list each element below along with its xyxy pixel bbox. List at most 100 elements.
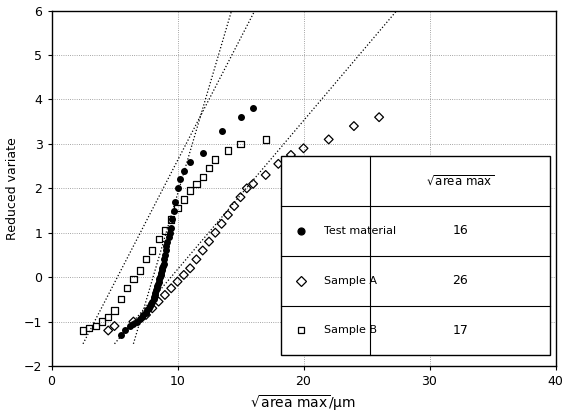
Point [198, 174, 207, 181]
Point [160, 227, 170, 234]
Point [249, 105, 258, 111]
Point [164, 234, 173, 241]
Text: $\sqrt{\mathrm{area\ max}}$: $\sqrt{\mathrm{area\ max}}$ [426, 174, 494, 188]
X-axis label: $\sqrt{\mathrm{area\ max}}$/μm: $\sqrt{\mathrm{area\ max}}$/μm [250, 393, 357, 414]
Point [116, 296, 125, 303]
Point [242, 185, 251, 191]
Point [159, 263, 168, 269]
Point [185, 158, 195, 165]
Point [179, 196, 188, 203]
Point [148, 298, 157, 305]
Point [163, 238, 172, 245]
Point [104, 314, 113, 321]
Point [217, 127, 226, 134]
Point [198, 150, 207, 156]
Point [135, 267, 145, 274]
Point [286, 152, 295, 158]
Point [91, 323, 100, 329]
Point [145, 303, 154, 309]
Point [154, 236, 163, 243]
Point [150, 292, 159, 298]
Text: Sample A: Sample A [324, 276, 377, 286]
Point [160, 251, 170, 258]
Point [236, 114, 245, 121]
Point [154, 298, 163, 305]
Point [224, 147, 233, 154]
Point [179, 272, 188, 278]
Point [204, 165, 213, 172]
Point [156, 269, 166, 276]
Point [224, 212, 233, 218]
Point [142, 309, 151, 316]
Point [158, 265, 167, 272]
Point [148, 305, 157, 312]
Point [162, 243, 171, 249]
Point [155, 276, 164, 283]
Point [261, 172, 270, 178]
Point [79, 327, 88, 334]
Y-axis label: Reduced variate: Reduced variate [6, 137, 19, 240]
Point [167, 225, 176, 232]
Point [154, 278, 163, 285]
Point [155, 274, 164, 280]
Point [192, 256, 201, 263]
Point [192, 181, 201, 187]
Point [374, 114, 384, 121]
Point [274, 160, 283, 167]
Point [149, 296, 158, 303]
Point [160, 256, 169, 263]
Point [142, 256, 151, 263]
Point [204, 238, 213, 245]
Point [129, 276, 138, 283]
Point [122, 285, 131, 292]
Point [173, 185, 182, 191]
Point [152, 285, 161, 292]
Point [138, 314, 147, 321]
Point [236, 194, 245, 201]
Point [198, 247, 207, 254]
Point [299, 145, 308, 152]
Bar [281, 156, 550, 355]
Point [166, 229, 175, 236]
Point [236, 140, 245, 147]
Point [249, 181, 258, 187]
Point [143, 307, 152, 314]
Text: 16: 16 [452, 225, 468, 238]
Point [151, 287, 160, 294]
Text: Test material: Test material [324, 226, 396, 236]
Point [211, 229, 220, 236]
Point [167, 216, 176, 223]
Point [168, 216, 177, 223]
Point [217, 220, 226, 227]
Point [110, 323, 119, 329]
Point [139, 312, 148, 318]
Point [179, 167, 188, 174]
Point [349, 123, 358, 129]
Point [133, 318, 142, 325]
Point [148, 247, 157, 254]
Point [154, 280, 163, 287]
Point [156, 272, 165, 278]
Point [175, 176, 184, 183]
Point [230, 203, 239, 210]
Point [116, 331, 125, 338]
Point [85, 325, 94, 331]
Point [173, 278, 182, 285]
Point [146, 300, 155, 307]
Point [151, 290, 160, 296]
Text: Sample B: Sample B [324, 326, 377, 336]
Point [171, 198, 180, 205]
Text: 26: 26 [452, 274, 468, 287]
Point [129, 318, 138, 325]
Point [169, 207, 178, 214]
Point [159, 261, 168, 267]
Point [185, 187, 195, 194]
Point [142, 312, 151, 318]
Point [157, 267, 166, 274]
Point [144, 305, 153, 312]
Point [125, 323, 134, 329]
Point [97, 318, 106, 325]
Point [150, 294, 159, 300]
Point [261, 136, 270, 143]
Point [153, 283, 162, 290]
